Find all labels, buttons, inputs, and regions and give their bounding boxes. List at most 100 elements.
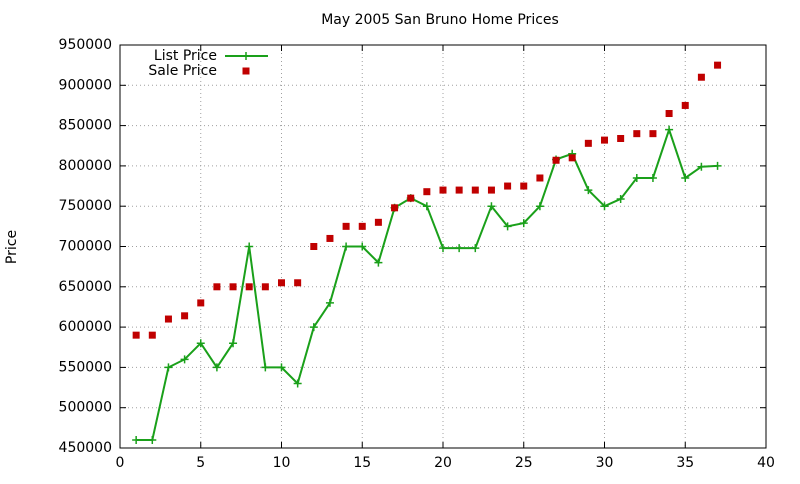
data-point	[552, 156, 560, 164]
data-point	[713, 161, 722, 170]
legend-marker	[242, 52, 250, 60]
y-tick-label: 750000	[59, 198, 112, 214]
data-point	[616, 194, 625, 203]
data-point	[520, 182, 528, 190]
x-tick-label: 5	[196, 455, 205, 471]
data-point	[391, 204, 399, 212]
data-point	[164, 315, 172, 323]
data-point	[681, 101, 689, 109]
data-point	[697, 73, 705, 81]
data-point	[471, 244, 480, 253]
y-axis-label: Price	[4, 230, 20, 264]
data-point	[648, 173, 657, 182]
data-point	[245, 242, 254, 251]
data-point	[132, 331, 140, 339]
data-point	[455, 186, 463, 194]
data-point	[325, 298, 334, 307]
data-point	[293, 379, 302, 388]
data-point	[422, 202, 431, 211]
data-point	[471, 186, 479, 194]
data-point	[617, 134, 625, 142]
data-point	[213, 283, 221, 291]
x-tick-label: 10	[273, 455, 291, 471]
legend-marker	[242, 67, 250, 75]
data-point	[309, 323, 318, 332]
plot-border	[119, 44, 767, 449]
y-tick-label: 450000	[59, 440, 112, 456]
data-point	[584, 186, 593, 195]
y-tick-label: 800000	[59, 158, 112, 174]
y-tick-label: 500000	[59, 400, 112, 416]
data-point	[181, 312, 189, 320]
y-tick-label: 600000	[59, 319, 112, 335]
data-point	[374, 258, 383, 267]
y-tick-label: 900000	[59, 77, 112, 93]
data-point	[326, 234, 334, 242]
data-point	[665, 110, 673, 118]
data-point	[600, 202, 609, 211]
data-point	[229, 283, 237, 291]
data-point	[439, 186, 447, 194]
data-point	[601, 136, 608, 144]
data-point	[197, 299, 205, 307]
data-point	[212, 363, 221, 372]
data-point	[132, 435, 141, 444]
series-line	[136, 126, 718, 441]
data-point	[164, 363, 173, 372]
x-tick-label: 35	[676, 455, 694, 471]
data-point	[148, 435, 157, 444]
data-point	[358, 242, 367, 251]
y-tick-label: 950000	[59, 37, 112, 53]
legend-label: Sale Price	[148, 63, 217, 79]
data-point	[342, 242, 351, 251]
data-point	[535, 202, 544, 211]
data-point	[697, 162, 706, 171]
data-point	[681, 173, 690, 182]
data-point	[455, 244, 464, 253]
data-point	[148, 331, 156, 339]
y-tick-label: 850000	[59, 118, 112, 134]
data-point	[196, 339, 205, 348]
data-point	[261, 363, 270, 372]
y-tick-label: 700000	[59, 239, 112, 255]
x-tick-label: 20	[434, 455, 452, 471]
data-point	[261, 283, 269, 291]
data-point	[568, 154, 576, 162]
data-point	[180, 355, 189, 364]
data-point	[665, 125, 674, 134]
data-point	[294, 279, 302, 287]
data-point	[714, 61, 722, 69]
legend-label: List Price	[154, 48, 217, 64]
data-point	[310, 243, 318, 250]
x-tick-label: 40	[757, 455, 775, 471]
x-tick-label: 30	[596, 455, 614, 471]
data-point	[423, 188, 431, 196]
data-point	[439, 244, 447, 253]
data-point	[536, 174, 544, 182]
data-point	[358, 222, 366, 230]
x-tick-label: 15	[353, 455, 371, 471]
x-tick-label: 0	[116, 455, 125, 471]
x-tick-label: 25	[515, 455, 533, 471]
y-tick-label: 650000	[59, 279, 112, 295]
data-point	[245, 283, 253, 291]
data-point	[487, 186, 495, 194]
y-tick-label: 550000	[59, 359, 112, 375]
data-point	[503, 222, 512, 231]
data-point	[278, 279, 285, 287]
data-point	[584, 139, 592, 147]
data-point	[229, 339, 238, 348]
data-point	[487, 202, 496, 211]
data-point	[342, 222, 350, 230]
data-point	[374, 218, 382, 226]
data-point	[504, 182, 512, 190]
data-point	[407, 194, 415, 202]
data-point	[632, 173, 641, 182]
data-point	[519, 219, 528, 228]
data-point	[277, 363, 286, 372]
chart-title: May 2005 San Bruno Home Prices	[321, 12, 559, 28]
data-point	[633, 130, 641, 138]
data-point	[649, 130, 657, 138]
